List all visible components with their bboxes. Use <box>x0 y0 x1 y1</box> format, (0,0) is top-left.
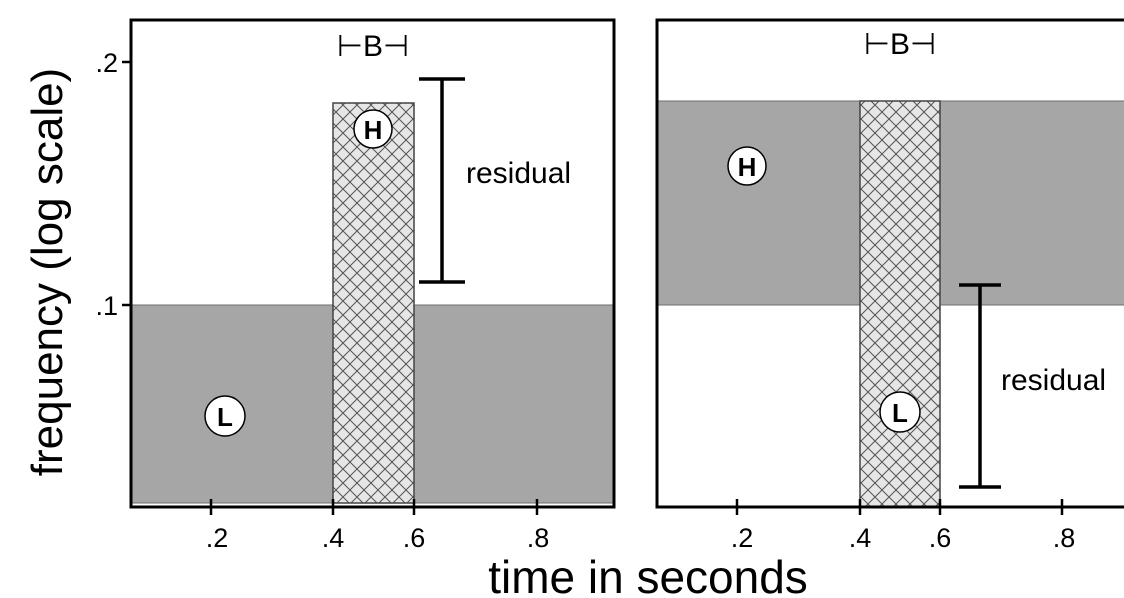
right-frame <box>655 18 1124 509</box>
left-panel: .2 .1 .2 .4 .6 .8 ⊢B⊣ H L residual <box>95 18 616 553</box>
x-tick-label: .8 <box>527 523 550 553</box>
x-tick-label: .4 <box>322 523 345 553</box>
x-tick-label: .6 <box>403 523 426 553</box>
residual-label: residual <box>1001 364 1106 397</box>
high-marker: H <box>727 146 767 186</box>
x-tick-label: .8 <box>1053 523 1076 553</box>
low-marker-label: L <box>217 402 233 432</box>
x-tick-label: .2 <box>206 523 229 553</box>
residual-bracket <box>419 77 465 284</box>
high-marker-label: H <box>738 152 757 182</box>
low-marker: L <box>204 395 246 437</box>
x-axis-title: time in seconds <box>488 551 808 598</box>
burst-region <box>332 102 415 504</box>
high-marker: H <box>353 109 393 149</box>
x-tick-label: .6 <box>929 523 952 553</box>
y-axis-title: frequency (log scale) <box>23 68 72 476</box>
y-tick-label: .2 <box>95 48 118 78</box>
boundary-label: ⊢B⊣ <box>864 28 936 61</box>
left-frame <box>129 18 616 509</box>
x-tick-label: .2 <box>731 523 754 553</box>
y-tick-label: .1 <box>95 291 118 321</box>
low-marker-label: L <box>892 398 908 428</box>
residual-bracket <box>959 283 1001 489</box>
right-panel: residual .2 .4 .6 .8 ⊢B⊣ H L <box>655 18 1124 553</box>
residual-label: residual <box>466 157 571 190</box>
x-tick-label: .4 <box>849 523 872 553</box>
boundary-label: ⊢B⊣ <box>337 30 409 63</box>
high-marker-label: H <box>364 115 383 145</box>
burst-region <box>859 100 941 508</box>
low-marker: L <box>879 391 921 433</box>
